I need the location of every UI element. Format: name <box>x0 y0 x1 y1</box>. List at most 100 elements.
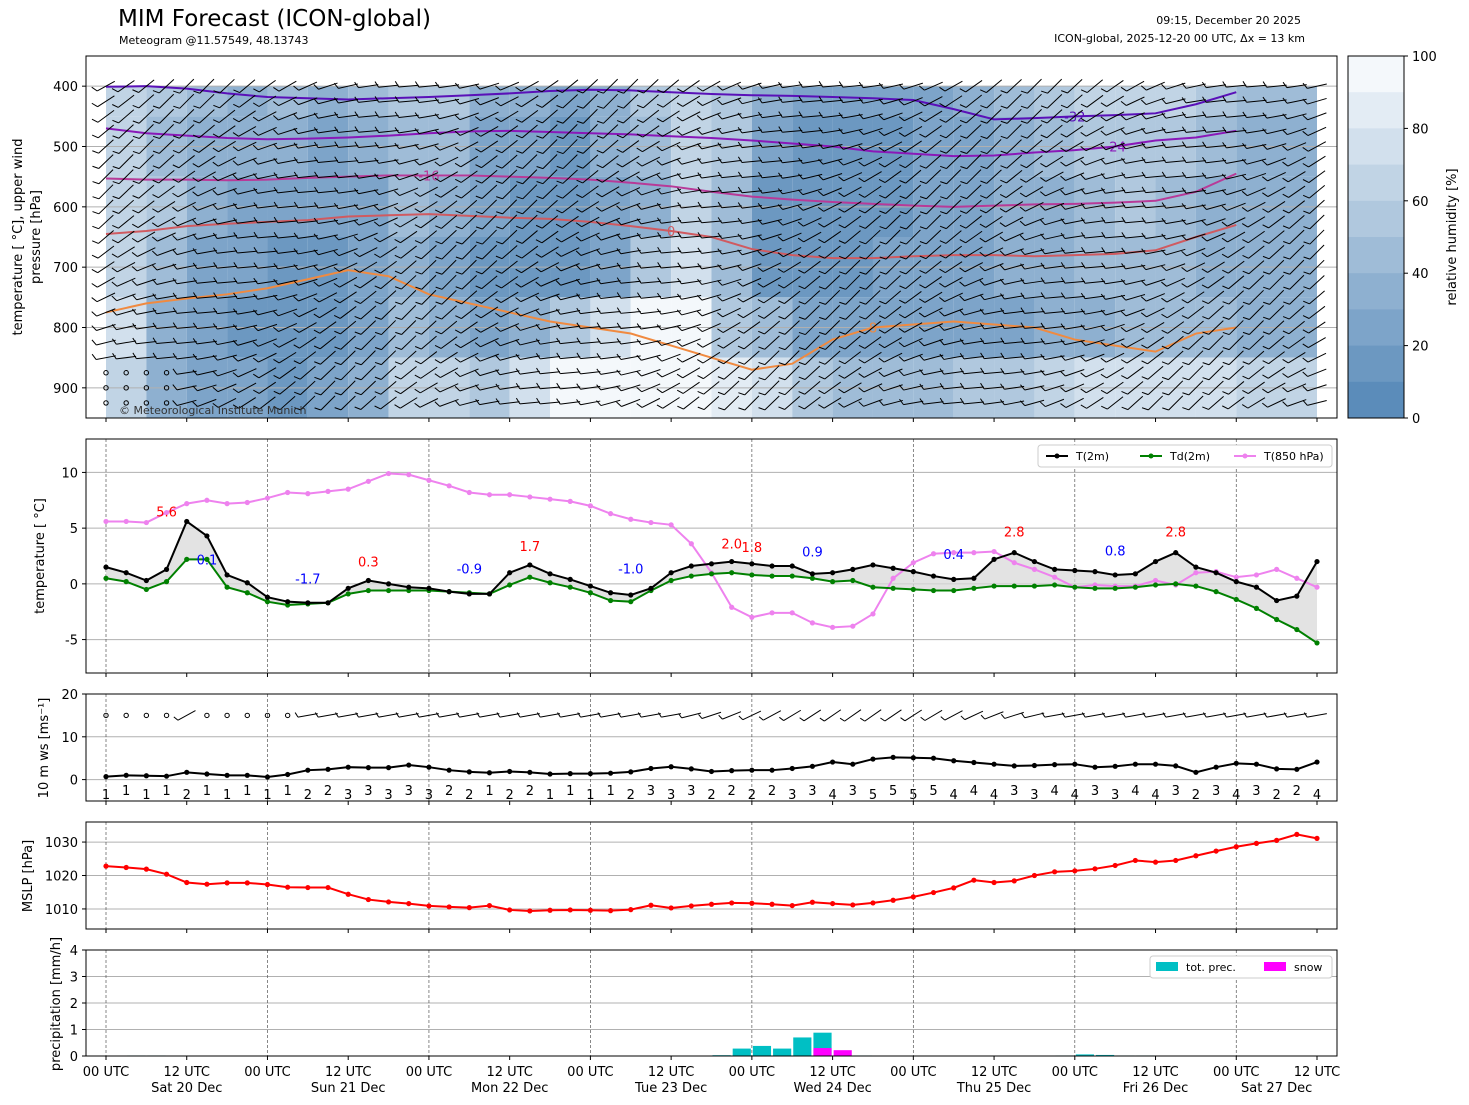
wind-barb <box>979 323 1005 330</box>
wind-barb <box>677 277 702 285</box>
wind-barb <box>333 276 358 288</box>
x-tick-label: 00 UTC <box>890 1065 936 1080</box>
wind-barb <box>1040 233 1065 240</box>
wind-barb <box>1020 108 1042 124</box>
wind-barb <box>516 154 538 169</box>
wind-barb <box>777 276 801 289</box>
wind-barb <box>939 214 962 230</box>
wind-barb <box>454 141 479 152</box>
ws10m-point <box>527 769 533 775</box>
wind-barb <box>757 97 782 104</box>
t850-point <box>345 486 351 492</box>
td2m-point <box>264 599 271 605</box>
t2m-point <box>668 570 674 576</box>
wind-barb <box>111 277 136 287</box>
t850-point <box>325 488 331 494</box>
wind-barb <box>1262 112 1287 119</box>
wind-barb <box>717 186 742 194</box>
wind-barb <box>1060 277 1085 284</box>
wind-barb <box>475 155 498 169</box>
wind-barb <box>1000 139 1022 154</box>
wind-barb <box>91 95 115 108</box>
wind-barb <box>394 216 418 228</box>
ws10m-point <box>1092 764 1098 770</box>
wind-barb <box>696 80 721 92</box>
tot-prec-bar <box>773 1048 792 1056</box>
wind-barb <box>979 215 1003 228</box>
wind-barb <box>778 395 801 410</box>
t2m-point <box>769 563 775 569</box>
wind-barb <box>475 229 497 245</box>
mslp-point <box>830 900 836 907</box>
wind-barb <box>232 173 257 181</box>
t850-point <box>466 489 472 496</box>
wind-barb <box>252 352 277 363</box>
wind-barb <box>495 81 520 91</box>
calm-wind-marker <box>103 370 109 376</box>
legend-label: T(850 hPa) <box>1263 450 1324 463</box>
wind-barb <box>596 78 619 94</box>
td2m-point <box>1213 589 1219 595</box>
t850-point <box>1031 566 1038 572</box>
wind-barb <box>556 323 581 330</box>
wind-barb <box>1101 202 1126 209</box>
wind-barb <box>253 396 276 410</box>
wind-barb <box>495 110 519 122</box>
wind-barb <box>999 185 1023 199</box>
isotherm-line <box>105 269 1237 371</box>
t850-point <box>103 518 109 525</box>
wind-barb <box>454 126 479 136</box>
t2m-point <box>1233 579 1239 585</box>
t2m-point <box>607 590 614 596</box>
wind-barb <box>112 184 134 200</box>
wind-barb <box>1263 274 1285 290</box>
wind-barb <box>919 110 943 123</box>
t850-point <box>930 551 937 557</box>
wind-barb <box>980 79 1003 94</box>
wind-barb <box>1140 81 1165 91</box>
wind-barb <box>819 304 841 320</box>
wind-barb <box>1100 352 1125 363</box>
mslp-point <box>1092 866 1098 872</box>
ws10m-point <box>1112 763 1118 769</box>
wind-barb <box>959 199 982 214</box>
wind-barb <box>596 292 621 299</box>
wind-barb <box>374 290 397 305</box>
wind-barb <box>879 229 901 245</box>
wind-barb <box>656 188 681 195</box>
t2m-point <box>184 518 190 525</box>
wind-barb <box>657 79 680 94</box>
10m-wind-barb <box>637 712 661 718</box>
t2m-point <box>264 594 271 600</box>
wind-barb <box>454 98 480 105</box>
wind-barb <box>132 139 154 155</box>
wind-barb <box>818 158 843 165</box>
wind-barb <box>1101 216 1126 224</box>
ws10m-point <box>486 770 493 776</box>
wind-barb <box>152 322 177 330</box>
wind-barb <box>495 276 519 289</box>
wind-barb <box>858 351 882 364</box>
wind-barb <box>152 124 174 139</box>
wind-barb <box>394 127 419 134</box>
beaufort-label: 3 <box>687 784 695 799</box>
wind-barb <box>1202 141 1227 148</box>
wind-barb <box>394 275 417 290</box>
wind-barb <box>737 217 762 225</box>
wind-barb <box>899 199 921 215</box>
beaufort-label: 3 <box>808 784 816 799</box>
wind-barb <box>455 229 477 245</box>
x-tick-label: 00 UTC <box>244 1065 290 1080</box>
day-label: Wed 24 Dec <box>793 1081 871 1096</box>
wind-barb <box>758 335 780 350</box>
wind-barb <box>1020 307 1045 314</box>
wind-barb <box>515 276 539 288</box>
wind-barb <box>596 155 619 169</box>
t850-point <box>446 483 452 489</box>
isotherm-line <box>105 213 1237 260</box>
wind-barb <box>818 127 843 134</box>
wind-barb <box>495 354 520 361</box>
wind-barb <box>193 93 215 109</box>
wind-barb <box>1080 110 1104 123</box>
ws10m-point <box>1072 761 1078 767</box>
